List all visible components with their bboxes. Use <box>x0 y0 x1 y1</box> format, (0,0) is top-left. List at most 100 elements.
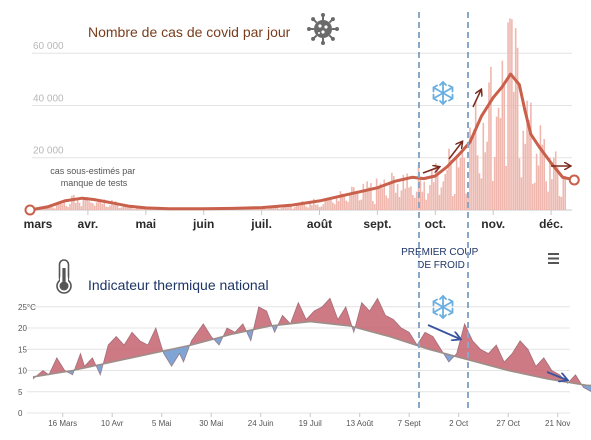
covid-daily-bar <box>526 100 528 210</box>
covid-daily-bar <box>499 118 502 210</box>
covid-daily-bar <box>311 205 313 210</box>
covid-daily-bar <box>480 178 483 210</box>
covid-month-label: juil. <box>250 217 272 231</box>
covid-daily-bar <box>556 167 559 210</box>
covid-daily-bar <box>40 209 43 210</box>
covid-daily-bar <box>362 183 365 210</box>
covid-annotation: cas sous-estimés par manque de tests <box>50 166 138 188</box>
covid-daily-bar <box>530 102 532 210</box>
covid-daily-bar <box>88 201 90 210</box>
covid-daily-bar <box>509 18 511 211</box>
covid-daily-bar <box>95 202 98 210</box>
covid-daily-bar <box>471 140 473 210</box>
thermal-x-tick-labels: 16 Mars 10 Avr 5 Mai 30 Mai 24 Juin 19 Juil 13… <box>48 413 570 428</box>
thermal-y-tick-label: 0 <box>18 409 23 418</box>
thermal-x-tick-label: 5 Mai <box>152 419 172 428</box>
covid-daily-bar <box>46 207 48 210</box>
thermal-x-tick-label: 27 Oct <box>496 419 520 428</box>
covid-daily-bar <box>505 165 507 210</box>
covid-daily-bar <box>419 177 422 210</box>
virus-icon <box>307 13 339 45</box>
covid-daily-bar <box>278 209 281 210</box>
covid-daily-bar <box>490 66 492 210</box>
covid-daily-bar <box>326 199 328 210</box>
covid-daily-bar <box>444 174 447 210</box>
covid-daily-bar <box>375 178 378 210</box>
thermal-y-tick-label: 25°C <box>18 303 36 312</box>
covid-daily-bar <box>307 207 309 210</box>
covid-month-labels: mars avr. mai juin juil. août sept. oct. nov. déc… <box>24 210 563 231</box>
covid-daily-bar <box>549 157 551 210</box>
covid-daily-bar <box>495 116 498 210</box>
covid-daily-bar <box>453 193 456 210</box>
covid-daily-bar <box>537 165 540 210</box>
covid-daily-bar <box>271 207 273 210</box>
covid-daily-bar <box>252 208 254 210</box>
covid-month-label: nov. <box>481 217 505 231</box>
trend-arrows-red <box>422 90 570 174</box>
covid-daily-bar <box>339 191 342 210</box>
thermal-area-above <box>355 298 444 354</box>
covid-daily-bar <box>497 107 500 210</box>
blue-arrow-1 <box>427 324 460 339</box>
thermal-indicator-line <box>32 297 591 393</box>
covid-daily-bar <box>265 209 267 210</box>
covid-daily-bar <box>128 207 130 210</box>
covid-daily-bar <box>532 183 534 210</box>
covid-daily-bar <box>130 207 132 210</box>
covid-daily-bar <box>564 175 566 210</box>
thermal-area-below <box>246 329 254 341</box>
covid-daily-bar <box>427 193 429 210</box>
covid-daily-bar <box>541 144 544 210</box>
covid-daily-bar <box>507 22 509 210</box>
covid-daily-bar <box>421 191 424 210</box>
thermal-x-tick-label: 10 Avr <box>101 419 124 428</box>
covid-daily-bar <box>408 187 410 210</box>
covid-daily-bar <box>145 209 147 210</box>
covid-daily-bar <box>552 158 555 210</box>
covid-daily-bar <box>533 182 536 210</box>
covid-daily-bar <box>457 167 460 210</box>
covid-daily-bar <box>516 47 519 210</box>
covid-y-tick-labels: 20 000 40 000 60 000 <box>33 41 64 157</box>
thermal-areas <box>32 297 591 393</box>
covid-daily-bar <box>288 205 290 210</box>
covid-daily-bar <box>486 141 488 210</box>
trend-arrow-3 <box>472 90 481 108</box>
thermal-area-above <box>49 357 67 375</box>
covid-daily-bar <box>53 208 56 210</box>
thermal-x-tick-label: 7 Sept <box>398 419 422 428</box>
covid-daily-bar <box>539 125 542 210</box>
covid-line-start-marker <box>24 204 36 216</box>
covid-daily-bar <box>392 175 395 210</box>
covid-daily-bar <box>482 122 485 210</box>
covid-daily-bar <box>118 208 121 210</box>
covid-daily-bar <box>314 204 317 210</box>
covid-daily-bar <box>543 138 546 210</box>
covid-daily-bar <box>341 193 344 210</box>
covid-daily-bar <box>347 201 349 210</box>
covid-daily-bar <box>503 84 506 210</box>
covid-daily-bar <box>255 208 258 210</box>
covid-daily-bar <box>284 206 287 210</box>
covid-daily-bar <box>267 208 269 210</box>
thermal-x-tick-label: 19 Juil <box>299 419 322 428</box>
trend-arrow-2 <box>448 142 462 160</box>
chart-menu-button[interactable] <box>545 250 567 268</box>
covid-daily-bar <box>269 207 271 210</box>
covid-daily-bar <box>360 199 363 210</box>
covid-daily-bar <box>352 187 355 210</box>
thermal-x-tick-label: 13 Août <box>346 419 374 428</box>
covid-daily-bar <box>282 207 285 210</box>
covid-daily-bar <box>67 206 69 210</box>
covid-daily-bar <box>349 194 351 210</box>
covid-daily-bar <box>259 208 262 210</box>
covid-daily-bar <box>450 159 452 210</box>
covid-daily-bar <box>111 200 113 210</box>
trend-arrow-1 <box>422 167 439 174</box>
covid-daily-bar <box>137 207 140 210</box>
covid-daily-bar <box>545 181 547 210</box>
covid-daily-bar <box>73 195 75 210</box>
covid-daily-bar <box>415 191 418 210</box>
covid-daily-bar <box>312 198 315 210</box>
